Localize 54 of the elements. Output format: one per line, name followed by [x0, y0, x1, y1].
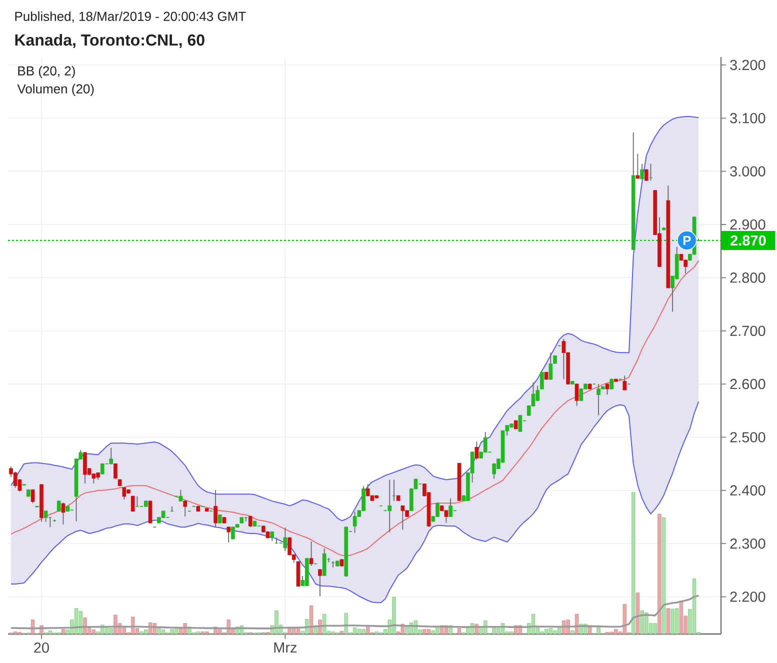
candlestick — [309, 541, 314, 566]
y-tick-label: 2.400 — [730, 485, 766, 496]
candlestick — [109, 447, 114, 465]
candlestick — [514, 420, 518, 430]
candlestick — [400, 504, 405, 530]
candlestick — [388, 479, 392, 533]
candlestick — [214, 489, 218, 528]
chart-title: Kanada, Toronto:CNL, 60 — [15, 34, 204, 48]
x-tick-label: Mrz — [274, 642, 297, 652]
candlestick — [540, 371, 544, 390]
candlestick — [640, 163, 644, 180]
candlestick — [44, 510, 48, 522]
candlestick — [474, 441, 479, 460]
text: Published, 18/Mar/2019 - 20:00:43 GMT — [15, 11, 246, 23]
candlestick — [448, 498, 452, 518]
candlestick — [548, 352, 553, 380]
y-tick-label: 2.900 — [730, 219, 766, 230]
ref-line-label: 2.870 — [730, 235, 766, 246]
y-tick-label: 3.100 — [730, 113, 766, 124]
candlestick — [283, 527, 288, 552]
y-tick-label: 2.300 — [730, 538, 766, 549]
candlestick — [444, 510, 448, 524]
candlestick — [318, 568, 322, 597]
candlestick — [13, 471, 18, 488]
candlestick — [536, 385, 540, 402]
candlestick — [148, 500, 152, 524]
candlestick — [122, 486, 126, 500]
annotation: Volumen (20) — [17, 84, 94, 96]
candlestick — [518, 414, 522, 432]
candlestick — [605, 383, 610, 396]
candlestick — [622, 375, 627, 391]
candlestick — [183, 500, 187, 517]
candlestick — [636, 153, 640, 180]
y-tick-label: 2.500 — [730, 432, 766, 442]
candlestick — [231, 526, 235, 540]
candlestick — [322, 548, 326, 576]
y-tick-label: 2.600 — [730, 378, 766, 390]
x-tick-label: 20 — [34, 642, 49, 653]
y-tick-label: 3.000 — [730, 166, 766, 176]
candlestick — [352, 511, 357, 534]
candlestick — [366, 484, 370, 497]
y-tick-label: 2.700 — [730, 326, 766, 336]
annotation: BB (20, 2) — [18, 66, 75, 78]
candlestick — [130, 495, 135, 512]
candlestick — [30, 488, 35, 504]
y-tick-label: 2.800 — [730, 272, 766, 283]
y-tick-label: 3.200 — [730, 60, 766, 70]
candlestick — [610, 378, 614, 390]
candlestick — [226, 526, 231, 543]
candlestick — [61, 502, 66, 525]
annotation: P — [683, 236, 691, 245]
candlestick — [574, 383, 579, 406]
y-tick-label: 2.200 — [730, 592, 766, 602]
candlestick — [644, 168, 648, 182]
